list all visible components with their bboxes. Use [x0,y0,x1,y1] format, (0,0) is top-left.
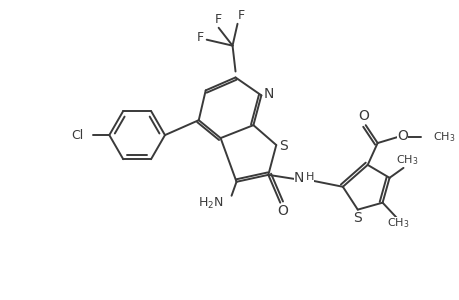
Text: N: N [293,171,304,185]
Text: S: S [278,139,287,153]
Text: O: O [276,204,287,218]
Text: S: S [353,211,361,225]
Text: H$_2$N: H$_2$N [198,196,223,211]
Text: F: F [197,31,204,44]
Text: CH$_3$: CH$_3$ [432,130,455,144]
Text: CH$_3$: CH$_3$ [386,217,409,230]
Text: O: O [358,109,369,123]
Text: F: F [237,9,245,22]
Text: Cl: Cl [71,129,83,142]
Text: F: F [215,13,222,26]
Text: N: N [263,87,273,101]
Text: CH$_3$: CH$_3$ [395,153,418,167]
Text: O: O [396,129,407,143]
Text: H: H [305,172,314,182]
